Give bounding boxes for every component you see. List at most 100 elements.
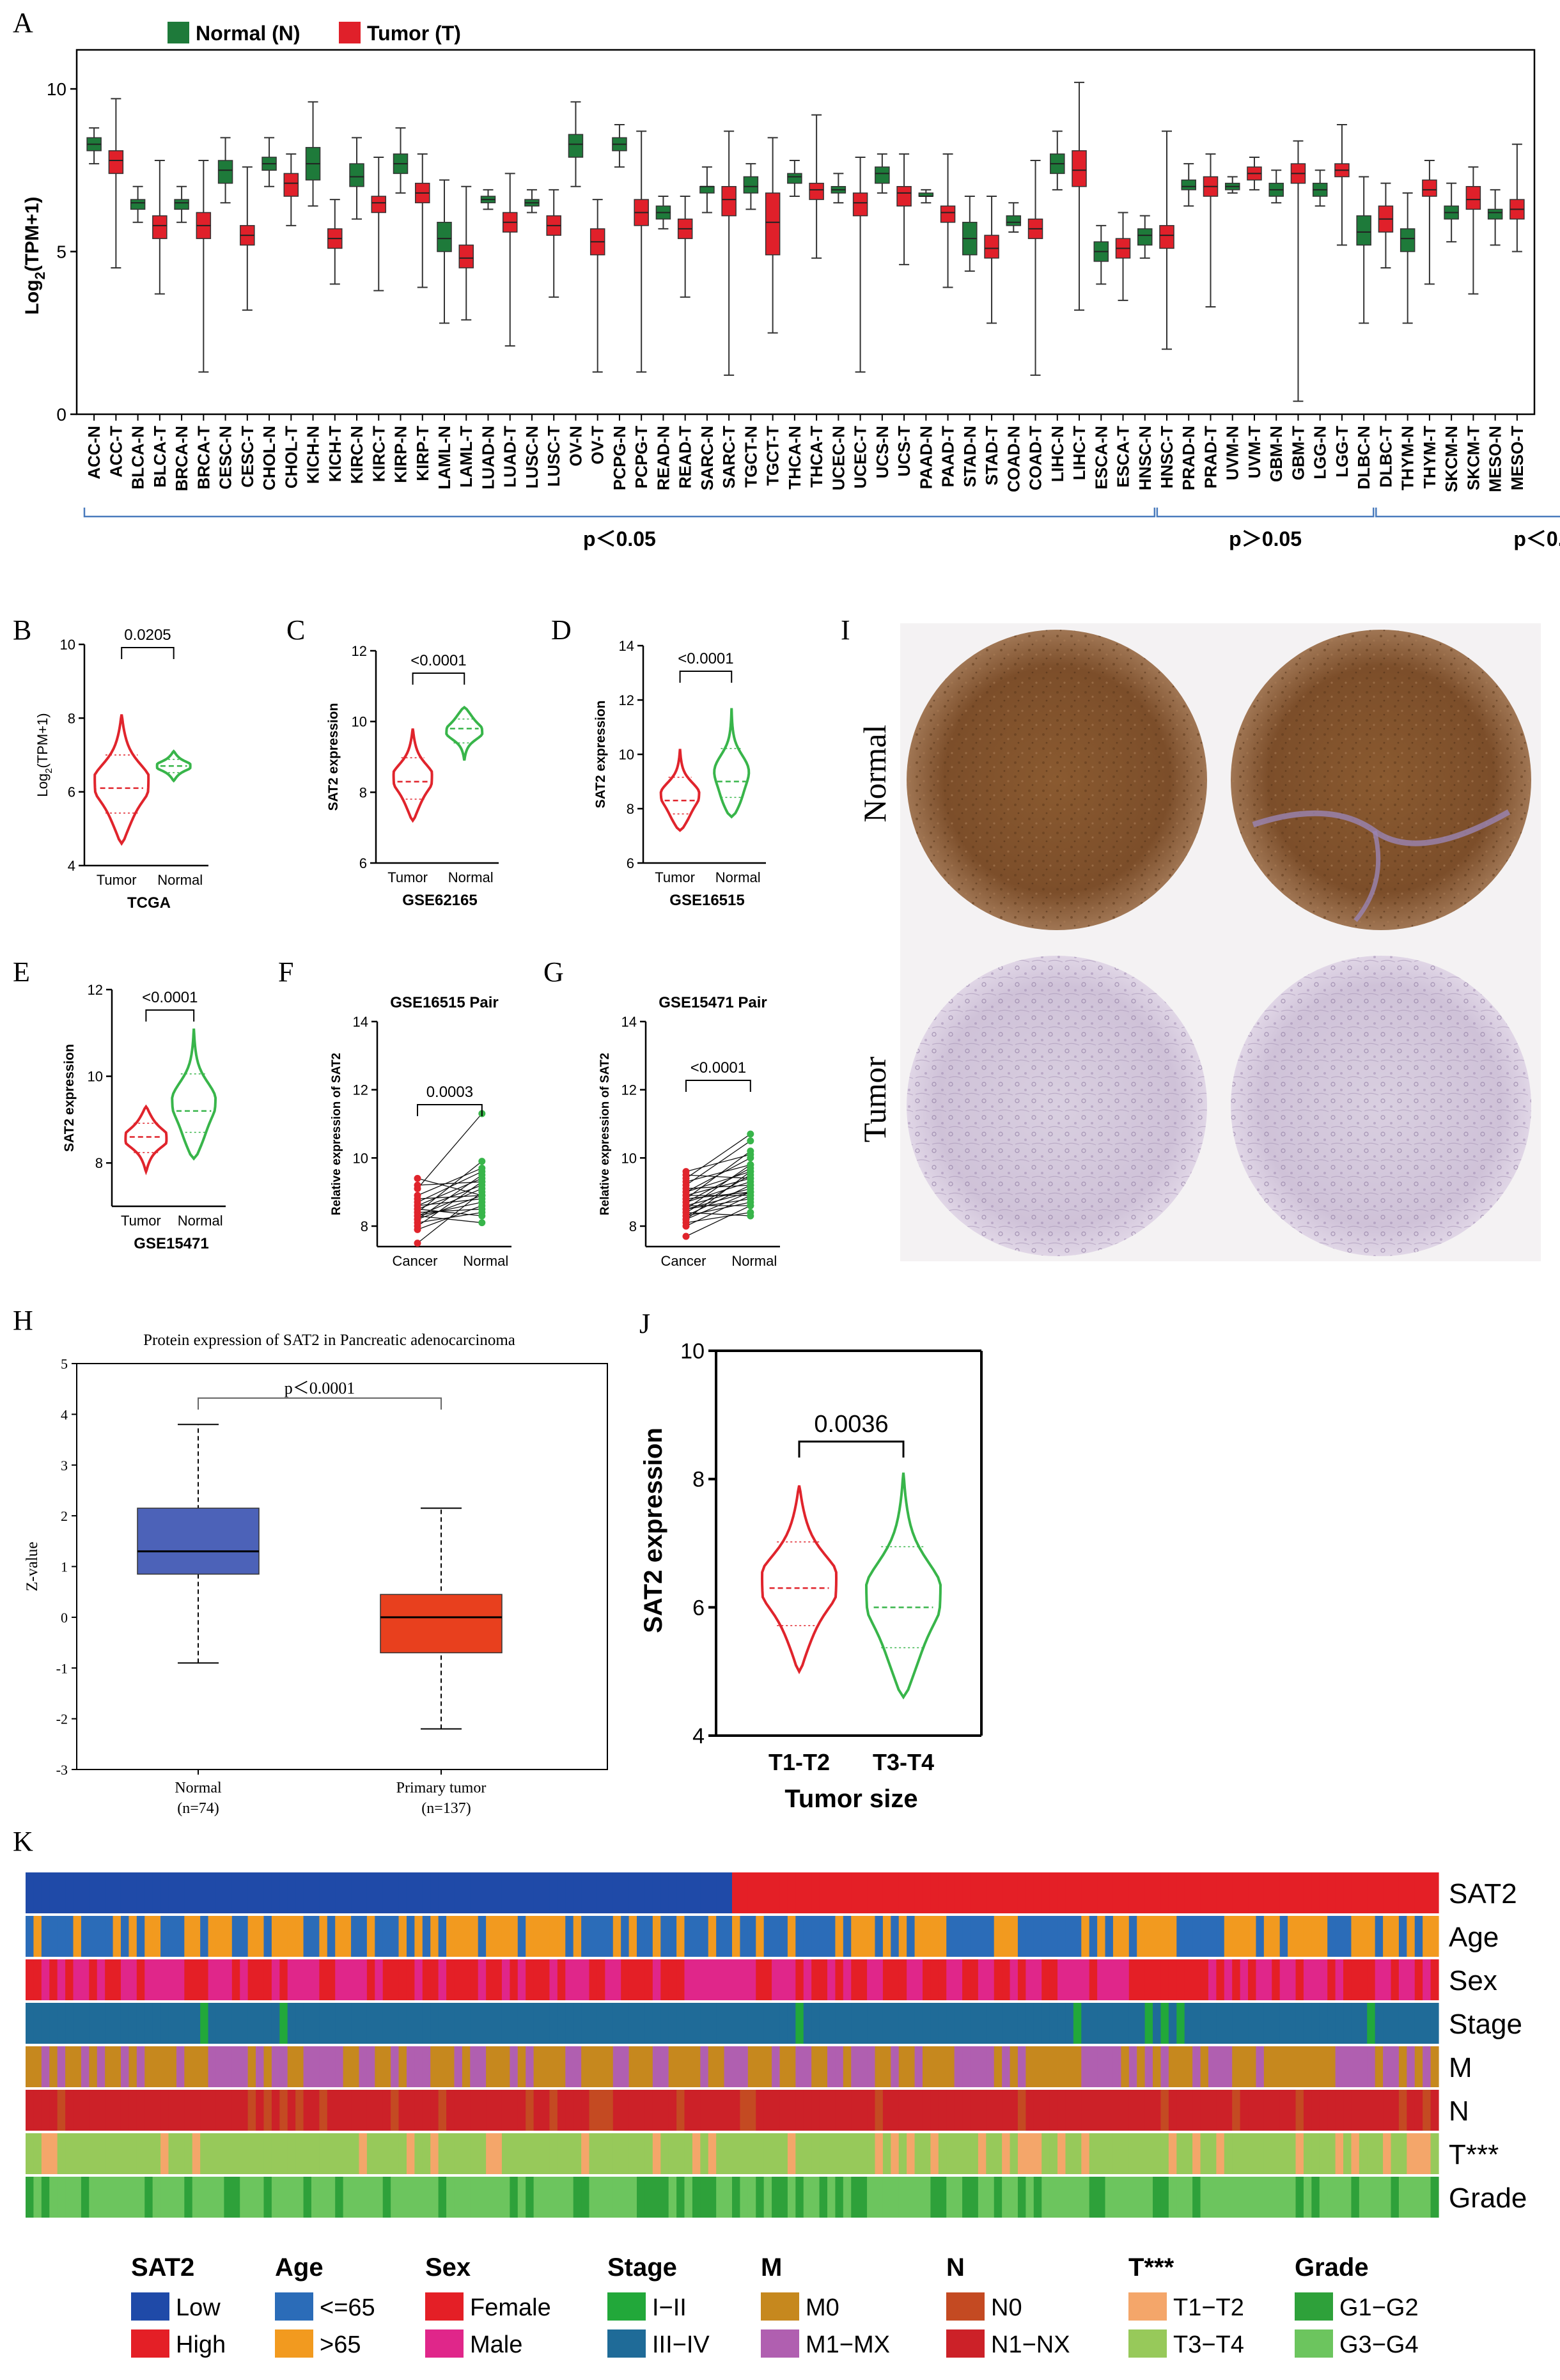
heatmap-cell (89, 2046, 98, 2087)
heatmap-cell (875, 1959, 884, 2000)
heatmap-cell (113, 2090, 121, 2131)
heatmap-cell (581, 2003, 590, 2044)
heatmap-cell (359, 2046, 368, 2087)
heatmap-cell (81, 2133, 90, 2174)
heatmap-cell (676, 1959, 685, 2000)
heatmap-cell (1398, 1959, 1407, 2000)
heatmap-cell (271, 2133, 280, 2174)
panelE-violin-0 (124, 1104, 168, 1176)
heatmap-cell (1026, 1916, 1034, 1957)
heatmap-cell (1319, 2133, 1328, 2174)
panelA-xtick-label: ESCA-T (1114, 426, 1133, 488)
heatmap-cell (652, 2003, 661, 2044)
heatmap-cell (557, 1959, 566, 2000)
panelG-xtick-label: Normal (731, 1253, 777, 1269)
heatmap-cell (803, 1872, 812, 1913)
heatmap-cell (1240, 2177, 1249, 2218)
heatmap-cell (605, 2046, 614, 2087)
heatmap-cell (907, 2003, 916, 2044)
heatmap-cell (1232, 2003, 1241, 2044)
panelA-box (765, 192, 781, 256)
heatmap-cell (1359, 2177, 1368, 2218)
heatmap-cell (200, 1872, 209, 1913)
heatmap-cell (1026, 2177, 1034, 2218)
heatmap-cell (57, 2003, 66, 2044)
heatmap-cell (1327, 1959, 1336, 2000)
heatmap-cell (398, 2046, 407, 2087)
heatmap-cell (716, 2090, 725, 2131)
panelC-ytick-label: 6 (359, 855, 367, 871)
heatmap-cell (200, 1916, 209, 1957)
heatmap-cell (382, 2090, 391, 2131)
heatmap-cell (366, 2003, 375, 2044)
heatmap-cell (215, 2177, 224, 2218)
heatmap-cell (240, 1916, 249, 1957)
heatmap-cell (1208, 2090, 1217, 2131)
heatmap-cell (922, 1916, 931, 1957)
heatmap-cell (526, 2046, 534, 2087)
heatmap-track-label: Grade (1449, 2182, 1527, 2214)
heatmap-cell (97, 1916, 105, 1957)
heatmap-cell (994, 2046, 1002, 2087)
heatmap-cell (1153, 2090, 1162, 2131)
heatmap-cell (732, 1959, 741, 2000)
heatmap-cell (1216, 2003, 1225, 2044)
heatmap-cell (621, 2090, 630, 2131)
panelA-xtick-label: PAAD-N (916, 426, 935, 489)
heatmap-cell (1375, 2003, 1384, 2044)
panelA-xtick-label: CESC-T (238, 426, 257, 488)
panelF-sig-bracket (417, 1104, 483, 1116)
panelF-ytick-label: 8 (361, 1218, 368, 1234)
heatmap-cell (1319, 1872, 1328, 1913)
heatmap-cell (160, 2133, 169, 2174)
panelH-sig-bracket (198, 1397, 442, 1410)
panelF-pair-line (417, 1167, 483, 1196)
heatmap-cell (962, 1872, 971, 1913)
heatmap-legend-swatch (1295, 2292, 1333, 2321)
heatmap-cell (1351, 2133, 1360, 2174)
heatmap-cell (716, 2003, 725, 2044)
heatmap-cell (628, 1959, 637, 2000)
heatmap-cell (303, 2090, 312, 2131)
heatmap-cell (57, 2133, 66, 2174)
heatmap-cell (772, 1916, 781, 1957)
heatmap-cell (652, 1916, 661, 1957)
panelF-ylabel: Relative expression of SAT2 (330, 1053, 343, 1215)
heatmap-cell (1367, 1872, 1376, 1913)
panelA-xtick-label: LUSC-T (544, 426, 563, 486)
heatmap-cell (1423, 2177, 1431, 2218)
heatmap-cell (176, 2046, 185, 2087)
heatmap-cell (144, 2177, 153, 2218)
heatmap-cell (589, 2003, 598, 2044)
heatmap-cell (1248, 2177, 1257, 2218)
heatmap-cell (319, 1959, 328, 2000)
heatmap-cell (1391, 2046, 1400, 2087)
heatmap-cell (621, 1916, 630, 1957)
panelG-pair-line (685, 1164, 751, 1183)
panelA-xtick-label: MESO-T (1508, 426, 1527, 490)
heatmap-cell (478, 1959, 487, 2000)
heatmap-cell (192, 1959, 201, 2000)
panelG-normal-point (747, 1212, 754, 1220)
panelF-normal-point (478, 1192, 486, 1199)
heatmap-cell (779, 2046, 788, 2087)
panelD-ytick-label: 6 (627, 855, 634, 871)
heatmap-cell (501, 1959, 510, 2000)
heatmap-cell (144, 1959, 153, 2000)
heatmap-cell (1327, 1872, 1336, 1913)
heatmap-cell (1073, 2177, 1082, 2218)
heatmap-cell (573, 1916, 582, 1957)
panelF-pair-line (417, 1198, 482, 1206)
heatmap-cell (978, 2177, 987, 2218)
heatmap-cell (1049, 2177, 1058, 2218)
heatmap-legend-label: T3−T4 (1173, 2331, 1244, 2358)
heatmap-cell (287, 1916, 296, 1957)
heatmap-cell (954, 2046, 963, 2087)
panelA-xtick-label: STAD-T (982, 426, 1001, 486)
panelA-xtick-label: LUAD-N (478, 426, 497, 490)
heatmap-cell (628, 2177, 637, 2218)
heatmap-cell (430, 2090, 439, 2131)
heatmap-cell (168, 2177, 177, 2218)
heatmap-cell (105, 1872, 114, 1913)
heatmap-cell (279, 2177, 288, 2218)
